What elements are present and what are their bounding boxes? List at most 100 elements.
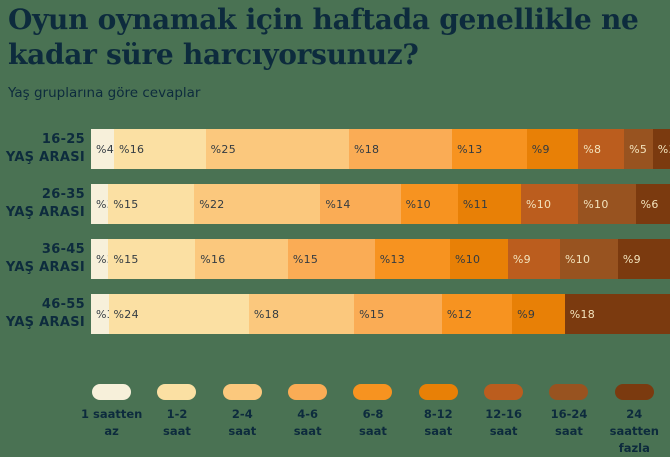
legend-swatch [92, 384, 132, 400]
row-label-age-suffix: YAŞ ARASI [5, 205, 85, 220]
legend-swatch [614, 384, 654, 400]
bar-26-35: %3 %15 %22 %14 %10 %11 %10 %10 %6 [91, 184, 670, 224]
legend-label: 16-24 saat [550, 407, 588, 438]
segment-value-label: %15 [113, 197, 139, 211]
legend-label: 1-2 saat [163, 407, 191, 438]
bar-segment-8-12-saat: %9 [526, 129, 579, 169]
row-label-age-suffix: YAŞ ARASI [5, 150, 85, 165]
segment-value-label: %25 [210, 142, 237, 156]
bar-segment-2-4-saat: %18 [248, 294, 355, 334]
row-label-36-45: 36-45 YAŞ ARASI [0, 239, 85, 279]
legend-item-1-2-saat: 1-2 saat [144, 384, 209, 457]
bar-segment-12-16-saat: %10 [520, 184, 579, 224]
bar-segment-6-8-saat: %13 [374, 239, 450, 279]
legend-item-8-12-saat: 8-12 saat [406, 384, 471, 457]
bar-segment-24-saatten-fazla: %18 [564, 294, 670, 334]
row-label-16-25: 16-25 YAŞ ARASI [0, 129, 85, 169]
bar-36-45: %3 %15 %16 %15 %13 %10 %9 %10 %9 [91, 239, 670, 279]
legend-item-12-16-saat: 12-16 saat [471, 384, 536, 457]
segment-value-label: %12 [446, 307, 473, 321]
segment-value-label: %9 [517, 307, 536, 321]
legend-item-24-saatten-fazla: 24 saatten fazla [602, 384, 667, 457]
segment-value-label: %9 [622, 252, 641, 266]
legend-item-1-saatten-az: 1 saatten az [79, 384, 144, 457]
segment-value-label: %15 [359, 307, 385, 321]
bar-segment-6-8-saat: %13 [452, 129, 527, 169]
bar-segment-1-2-saat: %16 [113, 129, 206, 169]
segment-value-label: %16 [118, 142, 145, 156]
row-label-26-35: 26-35 YAŞ ARASI [0, 184, 85, 224]
bar-segment-24-saatten-fazla: %3 [652, 129, 670, 169]
legend-swatch [157, 384, 197, 400]
bar-segment-4-6-saat: %18 [348, 129, 453, 169]
legend-label: 6-8 saat [359, 407, 387, 438]
bar-segment-1-2-saat: %15 [108, 184, 195, 224]
segment-value-label: %10 [454, 252, 481, 266]
bar-16-25: %4%16 %25 %18 %13 %9 %8 %5 %3 [91, 129, 670, 169]
segment-value-label: %8 [583, 142, 602, 156]
legend-label: 8-12 saat [423, 407, 453, 438]
bar-segment-4-6-saat: %15 [354, 294, 442, 334]
segment-value-label: %18 [253, 307, 280, 321]
chart-row-46-55: 46-55 YAŞ ARASI %3 %24 %18 %15 %12 %9 %18 [0, 294, 670, 334]
legend-swatch [549, 384, 589, 400]
segment-value-label: %11 [462, 197, 489, 211]
row-label-age-range: 36-45 [41, 242, 85, 257]
bar-segment-4-6-saat: %15 [287, 239, 375, 279]
segment-value-label: %10 [564, 252, 591, 266]
legend-label: 12-16 saat [485, 407, 523, 438]
chart-row-26-35: 26-35 YAŞ ARASI %3 %15 %22 %14 %10 %11 %10 %10 %6 [0, 184, 670, 224]
segment-value-label: %9 [512, 252, 531, 266]
bar-segment-12-16-saat: %8 [578, 129, 625, 169]
stacked-bar-chart: 16-25 YAŞ ARASI %4%16 %25 %18 %13 %9 %8 %5 %3 26-3… [0, 129, 670, 349]
row-label-age-suffix: YAŞ ARASI [5, 315, 85, 330]
legend-label: 24 saatten fazla [609, 407, 659, 455]
bar-segment-8-12-saat: %9 [512, 294, 565, 334]
bar-segment-1-2-saat: %15 [108, 239, 196, 279]
chart-row-36-45: 36-45 YAŞ ARASI %3 %15 %16 %15 %13 %10 %9 %10 %9 [0, 239, 670, 279]
segment-value-label: %10 [583, 197, 609, 211]
segment-value-label: %15 [113, 252, 139, 266]
legend-swatch [353, 384, 393, 400]
legend-swatch [484, 384, 524, 400]
segment-value-label: %3 [657, 142, 670, 156]
segment-value-label: %18 [353, 142, 380, 156]
segment-value-label: %13 [379, 252, 406, 266]
row-label-age-suffix: YAŞ ARASI [5, 260, 85, 275]
legend-label: 4-6 saat [293, 407, 322, 438]
bar-segment-8-12-saat: %10 [449, 239, 508, 279]
segment-value-label: %4 [96, 142, 115, 156]
row-label-age-range: 16-25 [41, 132, 85, 147]
bar-segment-1-saatten-az: %4 [91, 129, 114, 169]
bar-segment-1-2-saat: %24 [108, 294, 249, 334]
bar-segment-6-8-saat: %12 [441, 294, 513, 334]
bar-segment-24-saatten-fazla: %6 [635, 184, 670, 224]
bar-segment-6-8-saat: %10 [400, 184, 458, 224]
segment-value-label: %9 [531, 142, 550, 156]
legend-item-16-24-saat: 16-24 saat [536, 384, 601, 457]
segment-value-label: %18 [569, 307, 596, 321]
segment-value-label: %15 [292, 252, 319, 266]
chart-legend: 1 saatten az 1-2 saat 2-4 saat 4-6 saat 6-8 saat 8… [79, 384, 667, 457]
bar-segment-8-12-saat: %11 [457, 184, 521, 224]
bar-segment-2-4-saat: %25 [205, 129, 349, 169]
bar-segment-16-24-saat: %10 [578, 184, 636, 224]
legend-item-4-6-saat: 4-6 saat [275, 384, 340, 457]
bar-46-55: %3 %24 %18 %15 %12 %9 %18 [91, 294, 670, 334]
bar-segment-24-saatten-fazla: %9 [617, 239, 670, 279]
segment-value-label: %5 [629, 142, 648, 156]
legend-swatch [288, 384, 328, 400]
chart-row-16-25: 16-25 YAŞ ARASI %4%16 %25 %18 %13 %9 %8 %5 %3 [0, 129, 670, 169]
segment-value-label: %14 [325, 197, 351, 211]
segment-value-label: %10 [525, 197, 552, 211]
segment-value-label: %24 [113, 307, 139, 321]
segment-value-label: %10 [405, 197, 431, 211]
chart-title: Oyun oynamak için haftada genellikle ne … [8, 2, 668, 72]
segment-value-label: %6 [640, 197, 659, 211]
bar-segment-1-saatten-az: %3 [91, 294, 114, 334]
bar-segment-12-16-saat: %9 [507, 239, 560, 279]
legend-item-2-4-saat: 2-4 saat [210, 384, 275, 457]
row-label-age-range: 26-35 [41, 187, 85, 202]
segment-value-label: %22 [199, 197, 225, 211]
row-label-46-55: 46-55 YAŞ ARASI [0, 294, 85, 334]
